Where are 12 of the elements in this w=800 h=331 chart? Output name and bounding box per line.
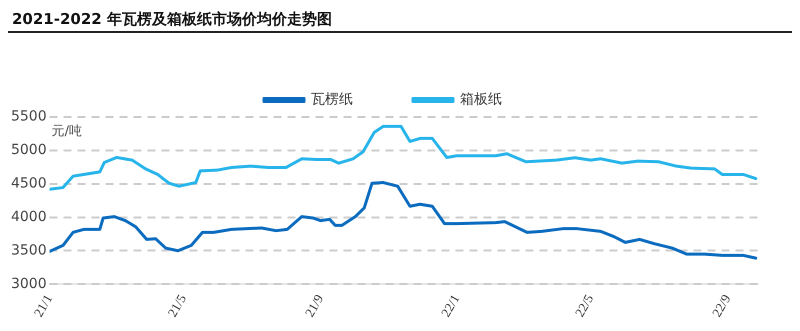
x-tick-label: 22/1 [438,292,462,320]
chart-title: 2021-2022 年瓦楞及箱板纸市场价均价走势图 [8,8,792,33]
legend-label: 瓦楞纸 [311,92,353,108]
y-tick-label: 3500 [10,242,47,258]
y-tick-label: 3000 [10,276,47,292]
y-tick-label: 4500 [10,176,47,192]
y-tick-label: 4000 [10,208,47,225]
x-tick-label: 21/1 [30,292,56,320]
y-tick-label: 5500 [10,108,47,125]
legend-label: 箱板纸 [460,92,502,108]
y-axis-title: 元/吨 [52,124,82,139]
y-tick-label: 5000 [10,142,47,158]
